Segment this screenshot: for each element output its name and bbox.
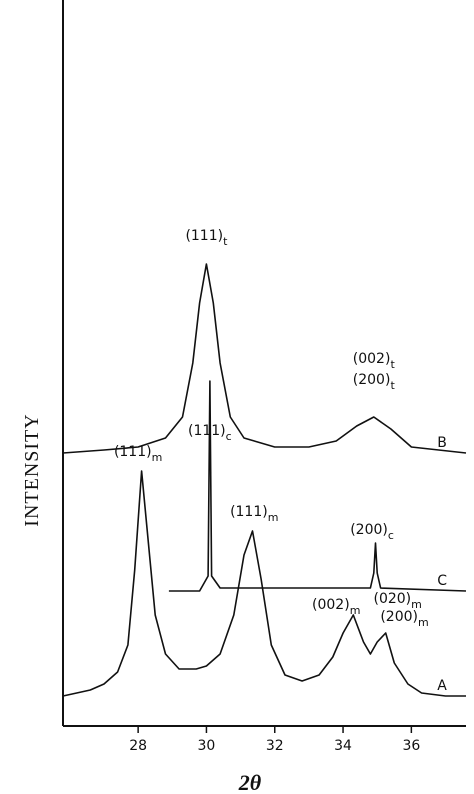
axes — [62, 0, 466, 727]
peak-label: (111)m — [114, 444, 162, 464]
series-c-line — [168, 380, 467, 592]
series-a-line — [62, 470, 466, 697]
series-b-line — [62, 263, 467, 454]
curves — [62, 263, 467, 697]
peak-labels: (111)t (002)t(200)t (111)c (111)m (111)m (200… — [114, 228, 429, 629]
peak-label: (111)m — [230, 504, 278, 524]
curve-label: B — [437, 435, 447, 451]
peak-label: (200)c — [350, 522, 394, 542]
peak-label: (111)t — [185, 228, 228, 248]
x-ticks: 28 30 32 34 36 — [129, 726, 420, 754]
peak-label: (200)m — [380, 609, 428, 629]
curve-label: C — [437, 573, 447, 589]
x-axis-label: 2θ — [238, 770, 262, 794]
peak-label: (020)m — [374, 591, 422, 611]
peak-label: (200)t — [353, 372, 396, 392]
x-tick-label: 28 — [129, 738, 147, 754]
curve-labels: B C A — [437, 435, 447, 694]
peak-label: (002)m — [312, 597, 360, 617]
x-tick-label: 30 — [198, 738, 216, 754]
x-tick-label: 34 — [334, 738, 352, 754]
peak-label: (002)t — [353, 351, 396, 371]
y-axis-label: INTENSITY — [21, 413, 43, 526]
x-tick-label: 36 — [402, 738, 420, 754]
peak-label: (111)c — [188, 423, 232, 443]
curve-label: A — [437, 678, 447, 694]
x-tick-label: 32 — [266, 738, 284, 754]
